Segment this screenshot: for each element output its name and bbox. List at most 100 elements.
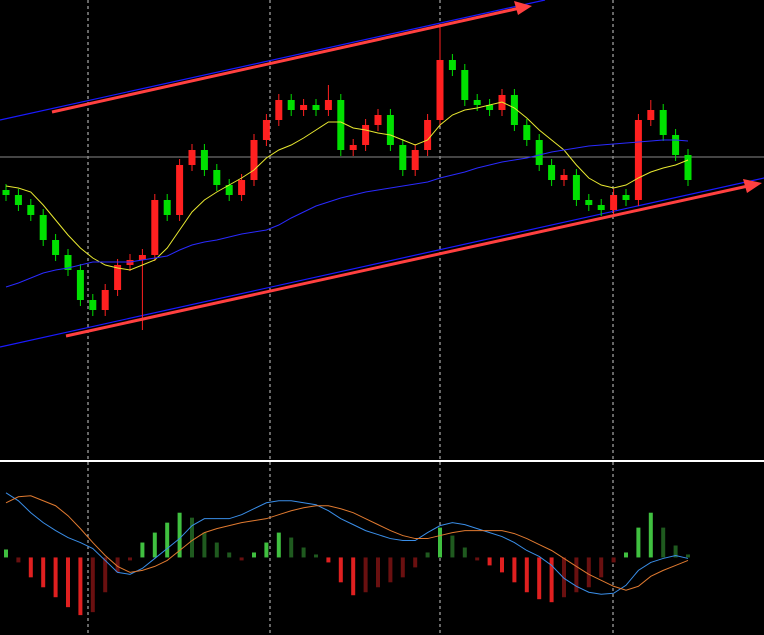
candle-body [374,115,382,125]
candle-body [461,70,469,100]
candle-body [324,100,332,110]
candle-body [176,165,184,215]
candle-body [250,140,258,180]
histogram-bar [4,549,8,558]
candle-body [39,215,47,240]
histogram-bar [128,557,132,561]
trend-arrows [51,1,762,338]
candle-body [572,175,580,200]
candle-body [52,240,60,255]
histogram-bar [450,535,455,558]
histogram-bar [400,557,405,578]
histogram-bar [103,557,108,593]
candle-body [163,200,171,215]
histogram-bar [388,557,393,583]
histogram-bar [314,554,318,558]
candle-body [225,185,233,195]
candle-body [76,270,84,300]
histogram-bar [140,542,145,558]
histogram-bar [214,542,219,558]
candle-body [486,105,494,110]
indicator-line [5,101,689,271]
trend-arrow [51,6,521,114]
candle-body [448,60,456,70]
candle-body [349,145,357,150]
histogram-bar [549,557,554,603]
histogram-bar [512,557,517,583]
indicator-line [5,495,689,591]
candle-body [262,120,270,140]
candle-body [151,200,159,255]
histogram-bar [252,552,256,558]
histogram-bar [78,557,83,616]
candle-body [424,120,432,150]
candle-body [548,165,556,180]
histogram-bar [351,557,356,596]
histogram-bar [53,557,58,598]
marks [2,25,692,616]
histogram-bar [661,527,666,558]
histogram-bar [41,557,46,588]
histogram-bar [326,557,331,563]
candle-body [114,265,122,290]
candle-body [647,110,655,120]
candle-body [238,180,246,195]
candle-body [473,100,481,105]
candle-body [213,170,221,185]
histogram-bar [363,557,368,593]
candle-body [585,200,593,205]
histogram-bar [276,532,281,558]
histogram-bar [574,557,579,593]
candle-body [634,120,642,200]
candle-body [275,100,283,120]
indicator-line [5,139,689,288]
histogram-bar [289,537,294,558]
histogram-bar [537,557,542,600]
candle-body [672,135,680,155]
histogram-bar [190,517,194,558]
channel-lower [0,177,764,348]
candle-body [659,110,667,135]
histogram-bar [475,557,480,561]
indicator-line [5,492,689,595]
candle-body [200,150,208,170]
histogram-bar [28,557,33,578]
candle-body [2,190,10,195]
candle-body [597,205,605,210]
histogram-bar [66,557,70,608]
arrow-head [743,179,762,193]
histogram-bar [562,557,566,598]
candle-body [188,150,196,165]
candle-body [64,255,72,270]
histogram-bar [16,557,21,563]
histogram-bar [264,542,269,558]
candle-body [510,95,518,125]
candle-body [523,125,531,140]
trend-arrow [65,184,749,338]
candle-body [89,300,97,310]
candle-body [300,105,308,110]
histogram-bar [115,557,120,573]
histogram-bar [524,557,529,593]
candle-body [101,290,109,310]
histogram-bar [177,512,182,558]
histogram-bar [462,547,467,558]
channel-upper [0,0,546,121]
candle-body [399,145,407,170]
histogram-bar [301,547,306,558]
candle-body [560,175,568,180]
histogram-bar [673,545,678,558]
histogram-bar [425,552,430,558]
candle-body [535,140,543,165]
candle-body [411,150,419,170]
histogram-bar [376,557,380,588]
arrow-head [514,1,532,15]
histogram-bar [686,554,690,558]
histogram-bar [500,557,504,573]
histogram-bar [611,557,616,563]
histogram-bar [202,532,207,558]
candle-body [14,195,22,205]
histogram-bar [487,557,492,566]
histogram-bar [152,532,157,558]
